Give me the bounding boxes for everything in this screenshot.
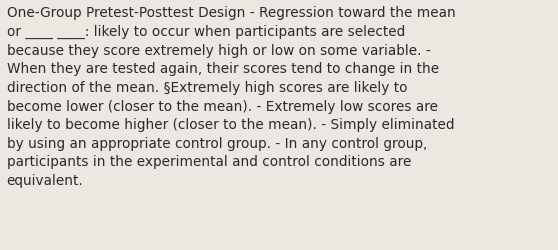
Text: One-Group Pretest-Posttest Design - Regression toward the mean
or ____ ____: lik: One-Group Pretest-Posttest Design - Regr… — [7, 6, 455, 187]
